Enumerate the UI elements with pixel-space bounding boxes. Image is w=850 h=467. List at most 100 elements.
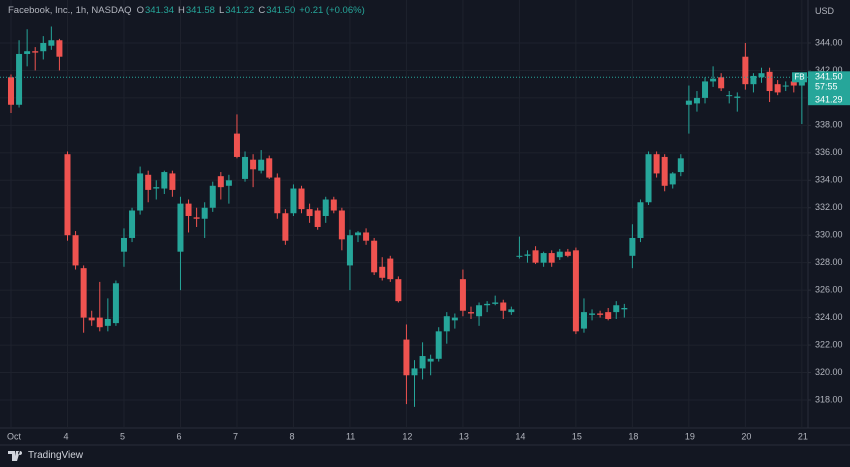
candle-body (758, 73, 765, 78)
x-tick-label: 15 (572, 431, 582, 441)
candle-body (669, 173, 676, 185)
x-tick-label: 7 (233, 431, 238, 441)
y-tick-label: 332.00 (815, 202, 843, 212)
candle-body (387, 258, 394, 280)
candle-body (419, 356, 426, 369)
candle-body (250, 159, 257, 170)
legend: Facebook, Inc., 1h, NASDAQ O341.34 H341.58… (8, 5, 369, 16)
candle-body (129, 210, 136, 238)
candle-body (734, 96, 741, 98)
second-price-tag (808, 95, 850, 106)
candle-body (589, 313, 596, 315)
candle-body (395, 279, 402, 302)
candle-body (459, 279, 466, 311)
x-tick-label: 8 (289, 431, 294, 441)
candle-body (661, 156, 668, 186)
y-tick-label: 344.00 (815, 37, 843, 47)
ohlc-key: H (178, 5, 185, 16)
candle-body (120, 237, 127, 252)
candle-body (500, 302, 507, 311)
countdown: 57:55 (815, 82, 838, 92)
candle-body (750, 75, 757, 85)
candle-body (217, 176, 224, 188)
y-tick-label: 322.00 (815, 339, 843, 349)
x-tick-label: 14 (515, 431, 525, 441)
candle-body (355, 232, 362, 236)
candle-body (411, 368, 418, 376)
y-tick-label: 336.00 (815, 147, 843, 157)
candle-body (233, 133, 240, 157)
candle-body (766, 71, 773, 92)
candle-body (371, 240, 378, 273)
x-tick-label: 13 (459, 431, 469, 441)
candle-body (645, 154, 652, 203)
candle-body (516, 255, 523, 257)
candle-body (56, 40, 63, 57)
candle-body (524, 254, 531, 256)
candle-body (363, 232, 370, 241)
candle-body (710, 78, 717, 82)
x-tick-label: 19 (685, 431, 695, 441)
candle-body (677, 158, 684, 173)
candle-body (605, 312, 612, 319)
ohlc-key: O (136, 5, 144, 16)
candle-body (629, 237, 636, 256)
symbol: Facebook, Inc., 1h, NASDAQ (8, 5, 132, 16)
second-price-label: 341.29 (815, 95, 843, 105)
x-tick-label: 21 (798, 431, 808, 441)
candle-body (346, 235, 353, 266)
candle-body (476, 305, 483, 317)
candle-body (177, 203, 184, 252)
candle-body (508, 309, 515, 313)
price-tag (808, 71, 850, 98)
candle-body (298, 188, 305, 210)
candle-body (48, 40, 55, 46)
candle-body (306, 209, 313, 216)
candle-body (653, 154, 660, 174)
y-tick-label: 328.00 (815, 257, 843, 267)
candle-body (32, 51, 39, 53)
candle-body (637, 202, 644, 238)
y-tick-label: 338.00 (815, 120, 843, 130)
candle-body (96, 317, 103, 328)
candle-body (322, 199, 329, 216)
candle-body (693, 97, 700, 104)
candle-body (572, 250, 579, 332)
candle-body (80, 268, 87, 318)
candle-body (427, 358, 434, 362)
candle-body (548, 253, 555, 263)
candle-body (613, 305, 620, 313)
candle-body (185, 203, 192, 216)
candle-body (782, 85, 789, 87)
candle-body (314, 210, 321, 227)
candle-body (718, 77, 725, 89)
candle-body (145, 174, 152, 190)
candle-body (726, 95, 733, 97)
footer[interactable]: TradingView (8, 450, 83, 461)
candle-body (88, 317, 95, 321)
ohlc-value: 341.58 (185, 5, 215, 16)
candle-body (282, 213, 289, 241)
candle-body (467, 312, 474, 314)
symbol-tag-label: FB (794, 72, 804, 81)
ohlc-key: C (258, 5, 266, 16)
candle-body (72, 235, 79, 266)
currency[interactable]: USD (814, 6, 834, 16)
candle-body (774, 84, 781, 93)
ohlc-key: L (218, 5, 225, 16)
candle-body (161, 172, 168, 189)
candle-body (225, 180, 232, 186)
candle-body (40, 42, 47, 52)
ohlc-value: 341.50 (266, 5, 296, 16)
candle-body (274, 177, 281, 214)
candle-body (201, 207, 208, 219)
y-tick-label: 320.00 (815, 367, 843, 377)
candle-body (112, 283, 119, 324)
candle-body (556, 251, 563, 258)
candle-body (532, 250, 539, 263)
candle-body (597, 313, 604, 315)
brand-name: TradingView (28, 450, 84, 461)
